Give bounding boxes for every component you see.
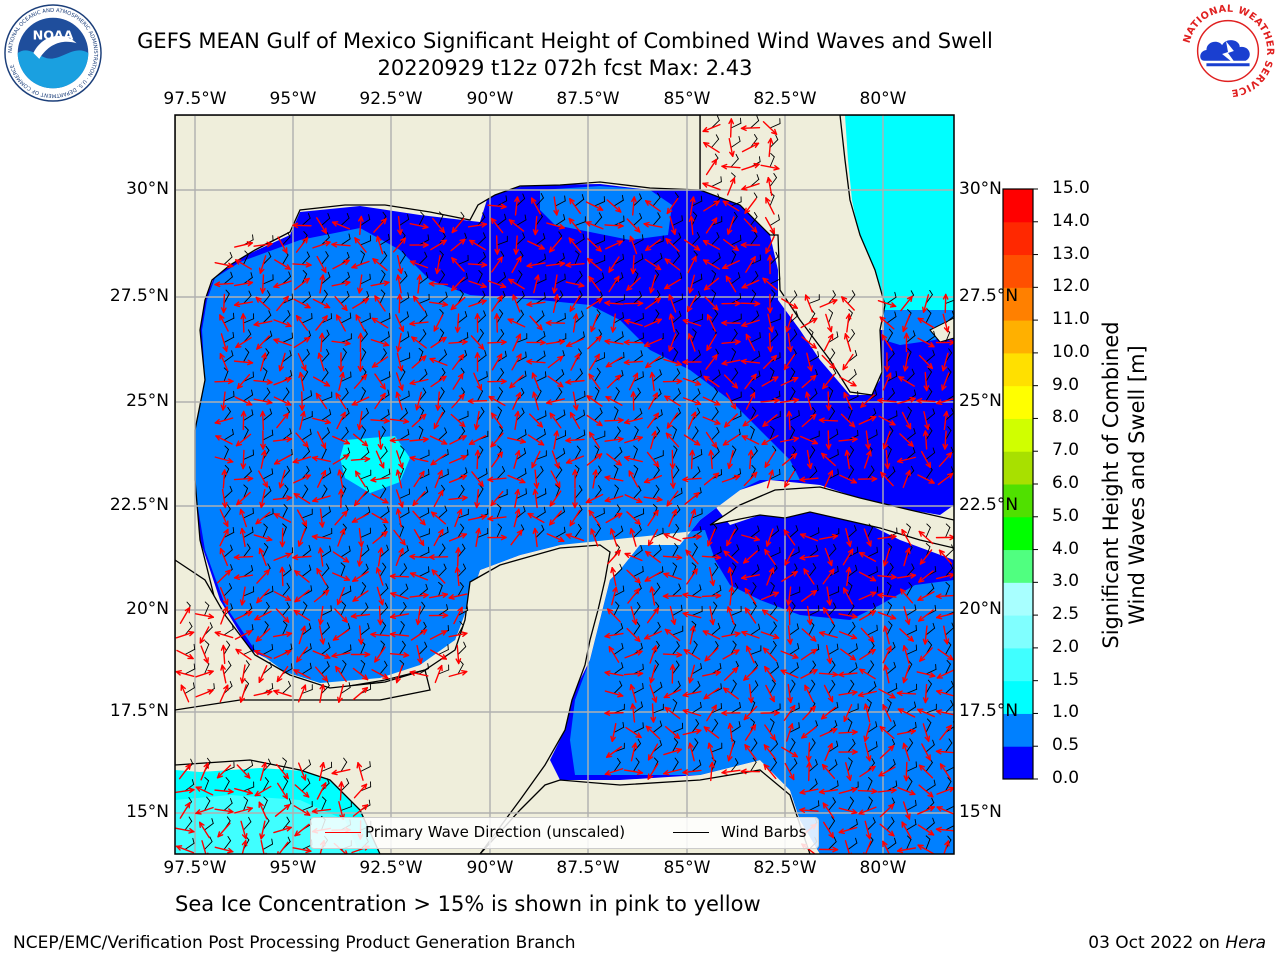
noaa-logo-icon: NATIONAL OCEANIC AND ATMOSPHERIC ADMINIS… <box>4 4 102 102</box>
lat-label-right: 15°N <box>959 802 1002 822</box>
cuba-land <box>709 486 954 549</box>
lon-label-bottom: 80°W <box>859 858 907 878</box>
colorbar-segment <box>1003 582 1033 616</box>
colorbar <box>1002 188 1038 780</box>
noaa-logo-text: NOAA <box>33 28 74 43</box>
lon-label-top: 95°W <box>269 89 317 109</box>
lat-label-right: 27.5°N <box>959 286 1019 306</box>
colorbar-tick-label: 3.0 <box>1052 571 1080 592</box>
sea-ice-note: Sea Ice Concentration > 15% is shown in … <box>175 892 761 916</box>
colorbar-tick-label: 2.5 <box>1052 604 1080 625</box>
plot-subtitle: 20220929 t12z 072h fcst Max: 2.43 <box>377 56 753 80</box>
colorbar-segment <box>1003 287 1033 321</box>
colorbar-tick-label: 1.5 <box>1052 669 1080 690</box>
lon-label-bottom: 92.5°W <box>359 858 423 878</box>
colorbar-segment <box>1003 320 1033 354</box>
lat-label-right: 20°N <box>959 599 1002 619</box>
lon-label-top: 92.5°W <box>359 89 423 109</box>
lon-label-top: 90°W <box>466 89 514 109</box>
footer-credit: NCEP/EMC/Verification Post Processing Pr… <box>13 933 576 953</box>
colorbar-tick-label: 5.0 <box>1052 505 1080 526</box>
colorbar-segment <box>1003 418 1033 452</box>
lat-label-right: 25°N <box>959 391 1002 411</box>
colorbar-tick-label: 14.0 <box>1052 210 1090 231</box>
lon-label-bottom: 90°W <box>466 858 514 878</box>
lat-label-left: 22.5°N <box>109 495 169 515</box>
barb-legend-label: Wind Barbs <box>721 823 807 841</box>
lat-label-right: 22.5°N <box>959 495 1019 515</box>
wave-legend-label: Primary Wave Direction (unscaled) <box>365 823 626 841</box>
lat-label-left: 25°N <box>126 391 169 411</box>
colorbar-segment <box>1003 746 1033 780</box>
colorbar-segment <box>1003 713 1033 747</box>
colorbar-tick-label: 10.0 <box>1052 341 1090 362</box>
wave-direction-layer <box>175 118 954 854</box>
mexico-west-land <box>175 559 431 711</box>
plot-title: GEFS MEAN Gulf of Mexico Significant Hei… <box>137 29 993 53</box>
colorbar-segment <box>1003 254 1033 288</box>
wave-legend-line <box>325 832 361 833</box>
lon-label-top: 80°W <box>859 89 907 109</box>
lat-label-left: 27.5°N <box>109 286 169 306</box>
footer-date-text: 03 Oct 2022 on <box>1088 933 1226 953</box>
colorbar-segment <box>1003 484 1033 518</box>
colorbar-title-line1: Significant Height of Combined <box>1099 321 1123 649</box>
map-gridlines <box>175 115 954 854</box>
lat-label-left: 17.5°N <box>109 701 169 721</box>
colorbar-segment <box>1003 221 1033 256</box>
lon-label-bottom: 85°W <box>663 858 711 878</box>
colorbar-tick-label: 2.0 <box>1052 636 1080 657</box>
colorbar-segment <box>1003 647 1033 682</box>
sea-region-high-atlantic <box>845 115 954 310</box>
colorbar-segment <box>1003 451 1033 485</box>
footer-date: 03 Oct 2022 on Hera <box>1088 933 1266 953</box>
lon-label-bottom: 82.5°W <box>753 858 817 878</box>
colorbar-tick-label: 15.0 <box>1052 178 1090 198</box>
lat-label-right: 17.5°N <box>959 701 1019 721</box>
nws-logo-icon: NATIONAL WEATHER SERVICE <box>1180 4 1276 98</box>
lon-label-top: 82.5°W <box>753 89 817 109</box>
footer-machine: Hera <box>1225 933 1266 953</box>
colorbar-title: Significant Height of Combined Wind Wave… <box>1098 255 1158 715</box>
sea-region-mid-ne <box>540 186 672 240</box>
colorbar-tick-label: 12.0 <box>1052 276 1090 297</box>
colorbar-tick-label: 8.0 <box>1052 407 1080 428</box>
colorbar-tick-label: 11.0 <box>1052 309 1090 330</box>
map-legend: Primary Wave Direction (unscaled) Wind B… <box>310 817 819 849</box>
colorbar-tick-label: 13.0 <box>1052 243 1090 264</box>
lon-label-top: 85°W <box>663 89 711 109</box>
lat-label-left: 20°N <box>126 599 169 619</box>
colorbar-segment <box>1003 615 1033 649</box>
lat-label-left: 15°N <box>126 802 169 822</box>
colorbar-segment <box>1003 516 1033 551</box>
lon-label-bottom: 97.5°W <box>163 858 227 878</box>
map-frame <box>174 114 955 855</box>
colorbar-tick-label: 1.0 <box>1052 702 1080 723</box>
colorbar-tick-label: 7.0 <box>1052 440 1080 461</box>
colorbar-tick-label: 6.0 <box>1052 473 1080 493</box>
sea-region-high-central <box>340 436 410 493</box>
colorbar-tick-label: 0.5 <box>1052 735 1080 756</box>
colorbar-segment <box>1003 189 1033 223</box>
colorbar-tick-label: 4.0 <box>1052 538 1080 559</box>
lon-label-top: 97.5°W <box>163 89 227 109</box>
lon-label-top: 87.5°W <box>556 89 620 109</box>
lon-label-bottom: 95°W <box>269 858 317 878</box>
lon-label-bottom: 87.5°W <box>556 858 620 878</box>
colorbar-tick-label: 0.0 <box>1052 768 1080 788</box>
colorbar-title-line2: Wind Waves and Swell [m] <box>1125 345 1149 625</box>
colorbar-segment <box>1003 385 1033 419</box>
lat-label-left: 30°N <box>126 179 169 199</box>
colorbar-segment <box>1003 549 1033 583</box>
barb-legend-line <box>673 832 709 833</box>
colorbar-segment <box>1003 352 1033 387</box>
colorbar-tick-label: 9.0 <box>1052 374 1080 395</box>
lat-label-right: 30°N <box>959 179 1002 199</box>
colorbar-segment <box>1003 680 1033 714</box>
